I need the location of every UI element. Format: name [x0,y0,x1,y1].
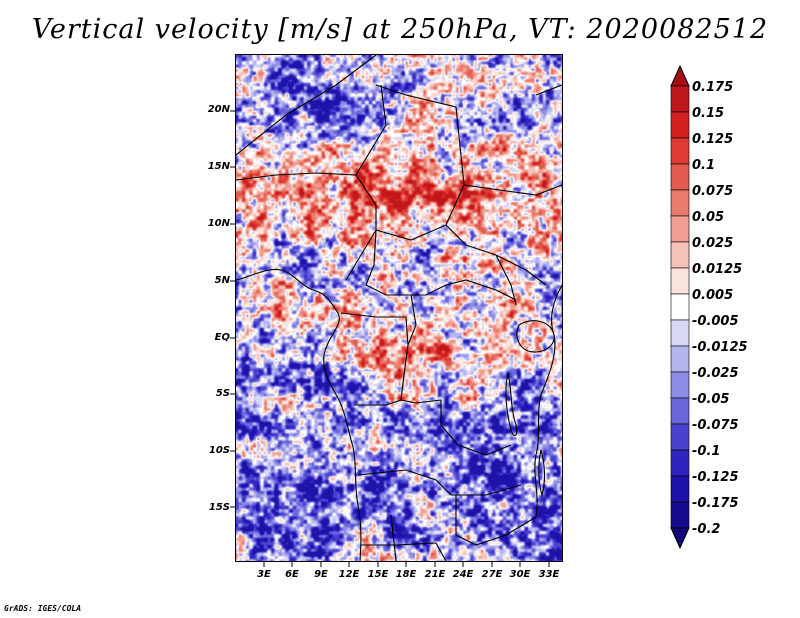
colorbar-label: 0.15 [692,106,725,121]
lat-label-15s: 15S [208,502,230,513]
colorbar-segment [670,449,690,477]
border-19 [390,514,397,561]
colorbar-segment [670,423,690,451]
lon-ticks [263,562,550,567]
colorbar-label: -0.005 [692,314,739,329]
vertical-velocity-field [236,55,562,561]
border-22 [535,84,562,96]
lake-victoria [516,320,555,353]
colorbar-label: 0.0125 [692,262,743,277]
border-17 [361,542,437,546]
border-15 [357,469,522,496]
colorbar-segment [670,475,690,503]
lon-label-33e: 33E [538,569,560,580]
colorbar-label: -0.2 [692,522,721,537]
border-9 [365,229,411,296]
border-10 [411,279,517,301]
coastline-west [236,268,362,561]
colorbar-label: 0.125 [692,132,734,147]
colorbar-segment [670,85,690,113]
colorbar-label: 0.005 [692,288,734,303]
colorbar-label: -0.1 [692,444,721,459]
lat-ticks [230,110,235,508]
colorbar-label: -0.025 [692,366,739,381]
lake-tanganyika [505,372,518,436]
lon-label-24e: 24E [452,569,474,580]
border-20 [495,254,517,306]
border-3 [236,172,357,181]
border-6 [375,184,465,241]
colorbar-segment [670,371,690,399]
colorbar-segment [670,397,690,425]
colorbar-segment [670,137,690,165]
border-13 [440,400,512,456]
colorbar-label: 0.1 [692,158,716,173]
colorbar-segment [670,163,690,191]
lon-label-3e: 3E [257,569,271,580]
colorbar-segment [670,345,690,373]
colorbar-segment [670,501,690,529]
border-12 [400,344,442,404]
colorbar-label: -0.125 [692,470,739,485]
colorbar-segment [670,293,690,321]
colorbar-label: 0.075 [692,184,734,199]
grads-credit: GrADS: IGES/COLA [4,604,82,613]
colorbar-label: 0.175 [692,80,734,95]
colorbar-label: -0.175 [692,496,739,511]
lat-label-20n: 20N [207,104,230,115]
border-7 [463,184,562,196]
border-21 [407,294,417,346]
colorbar-segment [670,111,690,139]
border-5 [345,174,377,281]
country-borders [236,55,562,561]
map-plot-area [235,54,563,562]
lat-label-10n: 10N [207,218,230,229]
colorbar-label: -0.0125 [692,340,748,355]
colorbar-segment [670,267,690,295]
border-16 [455,495,537,546]
colorbar-top-arrow [670,64,690,87]
lat-label-10s: 10S [208,445,230,456]
border-14 [354,399,402,406]
border-2 [375,84,465,186]
lon-label-9e: 9E [314,569,328,580]
lon-label-18e: 18E [395,569,417,580]
colorbar-bottom-arrow [670,527,690,550]
colorbar-segment [670,215,690,243]
border-18 [435,542,447,561]
colorbar-segment [670,241,690,269]
coastline-east [534,284,562,518]
lat-label-15n: 15N [207,161,230,172]
border-1 [236,55,377,156]
lake-malawi [538,449,546,498]
lon-label-15e: 15E [367,569,389,580]
colorbar-label: 0.025 [692,236,734,251]
colorbar-segment [670,189,690,217]
colorbar-label: 0.05 [692,210,725,225]
colorbar [670,64,690,550]
lon-label-27e: 27E [481,569,503,580]
colorbar-label: -0.05 [692,392,730,407]
border-4 [355,84,387,176]
lon-label-30e: 30E [509,569,531,580]
lon-label-6e: 6E [285,569,299,580]
border-11 [340,312,409,346]
lon-label-21e: 21E [424,569,446,580]
colorbar-label: -0.075 [692,418,739,433]
lat-label-5n: 5N [214,275,230,286]
lon-label-12e: 12E [338,569,360,580]
lat-label-eq: EQ [214,332,230,343]
lat-label-5s: 5S [215,388,230,399]
chart-title: Vertical velocity [m/s] at 250hPa, VT: 2… [31,14,769,45]
colorbar-segment [670,319,690,347]
